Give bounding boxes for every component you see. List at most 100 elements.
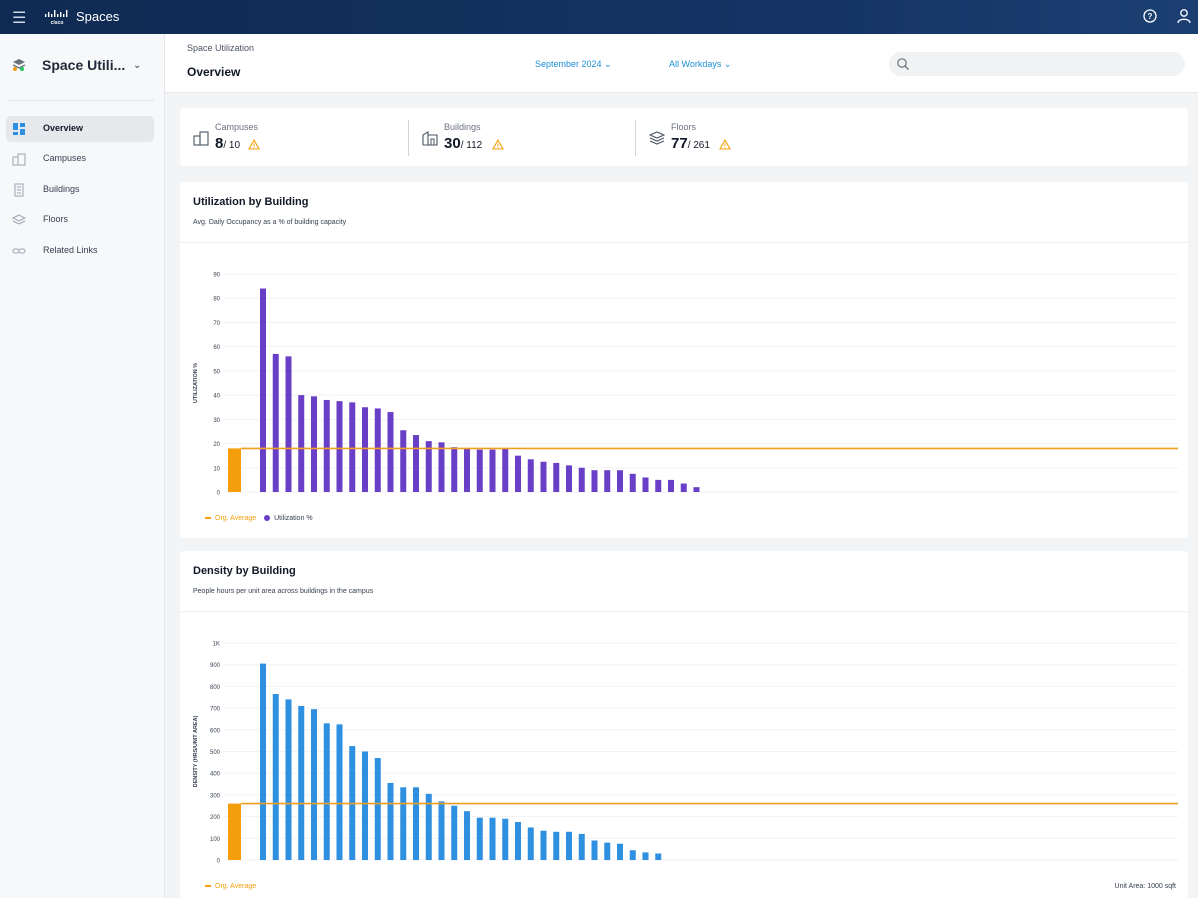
card-divider [180,611,1188,612]
warning-icon [248,139,260,150]
y-tick-label: 400 [210,772,221,778]
cisco-logo-icon: cisco [45,10,68,25]
bar [272,353,279,492]
stat-divider [635,120,636,156]
sidebar-item-label: Campuses [43,153,87,163]
y-tick-label: 60 [213,345,220,351]
building-icon [14,183,24,197]
bar [515,455,521,492]
bar [311,396,317,492]
bar [451,805,458,860]
bar [693,487,700,492]
y-tick-label: 600 [210,728,221,734]
top-bar: ☰ cisco Spaces ? [0,0,1198,34]
bar [604,842,611,860]
org-average-bar [228,803,241,860]
bar [298,705,305,860]
y-tick-label: 900 [210,663,221,669]
bar [527,827,534,860]
bar [629,850,636,860]
org-average-legend-swatch [205,517,211,520]
bar [374,758,381,860]
bar [502,818,509,860]
bar [617,470,623,492]
workdays-selector[interactable]: All Workdays ⌄ [669,59,731,70]
bar [527,459,534,492]
bar [489,817,496,860]
campus-icon [12,153,26,166]
y-tick-label: 700 [210,707,221,713]
bar [604,470,611,492]
y-tick-label: 100 [210,837,221,843]
y-tick-label: 800 [210,685,221,691]
bar [642,852,649,860]
breadcrumb[interactable]: Space Utilization [187,43,255,53]
utilization-chart: 0 10 20 30 40 50 60 70 80 90 UTILIZATION % [193,273,1178,497]
org-average-legend-label[interactable]: Org. Average [215,515,257,522]
stat-label: Buildings [444,122,481,132]
bar [642,477,649,492]
bar [438,801,445,860]
svg-text:cisco: cisco [51,20,64,25]
bar [655,853,662,860]
help-circle-icon[interactable]: ? [1143,9,1157,23]
bar [272,693,279,860]
warning-icon [492,139,504,150]
y-tick-label: 500 [210,750,221,756]
month-selector[interactable]: September 2024 ⌄ [535,59,612,70]
bar [425,793,432,860]
stat-floors[interactable]: Floors 77/ 261 [636,108,866,166]
bar [298,395,305,492]
stat-total: / 261 [687,140,710,151]
stat-buildings[interactable]: Buildings 30/ 112 [409,108,635,166]
bar [311,709,317,860]
workdays-selector-label: All Workdays [669,59,722,69]
stat-divider [408,120,409,156]
bar [591,470,598,492]
bar [438,442,445,492]
y-tick-label: 10 [213,466,220,472]
org-average-legend-label[interactable]: Org. Average [215,883,257,890]
y-tick-label: 200 [210,815,221,821]
stat-total: / 112 [460,140,483,151]
svg-text:?: ? [1148,12,1153,21]
y-tick-label: 50 [213,369,220,375]
sidebar-item-overview[interactable]: Overview [6,116,154,142]
bar [578,833,585,860]
page-header: Space Utilization Overview September 202… [165,34,1198,93]
bar [413,435,419,492]
sidebar-item-campuses[interactable]: Campuses [6,146,154,172]
utilization-legend-label[interactable]: Utilization % [274,515,313,522]
bar [566,831,572,860]
warning-icon [719,139,731,150]
search-icon [897,58,909,70]
chevron-down-icon[interactable]: ⌄ [133,60,142,71]
stat-campuses[interactable]: Campuses 8/ 10 [180,108,408,166]
sidebar-item-related-links[interactable]: Related Links [6,238,154,264]
sidebar-item-buildings[interactable]: Buildings [6,177,154,203]
bar [629,473,636,492]
bar [362,407,368,492]
bar [374,408,381,492]
hamburger-menu-icon[interactable]: ☰ [12,10,27,27]
app-title[interactable]: Space Utili... [42,57,126,73]
org-average-bar [228,448,241,492]
bar [285,699,292,860]
card-title: Utilization by Building [193,196,309,208]
user-icon[interactable] [1176,8,1192,24]
bar [285,356,292,492]
stat-value-group: 30/ 112 [444,135,482,153]
search-input[interactable] [917,55,1181,75]
org-average-legend-swatch [205,885,211,888]
chevron-down-icon: ⌄ [604,59,612,69]
bar [451,447,458,492]
bar [336,724,343,860]
sidebar-item-floors[interactable]: Floors [6,207,154,233]
bar [464,811,470,860]
bar [578,467,585,492]
stat-value-group: 77/ 261 [671,135,710,153]
search-box[interactable] [889,52,1185,76]
y-tick-label: 300 [210,793,221,799]
y-tick-label: 1K [213,642,220,648]
stat-value: 8 [215,135,224,152]
